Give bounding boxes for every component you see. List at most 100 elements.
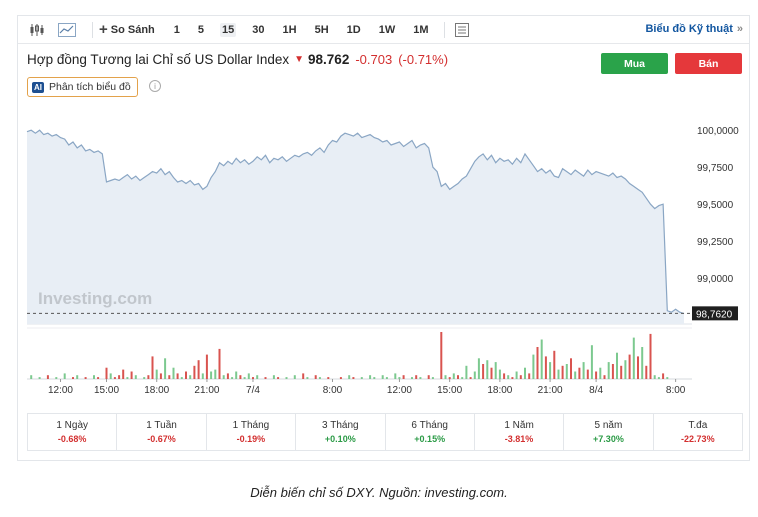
buy-button[interactable]: Mua — [601, 53, 668, 74]
performance-value: -3.81% — [504, 434, 534, 444]
volume-bar — [494, 362, 497, 379]
volume-bar — [222, 375, 225, 379]
volume-bar — [172, 367, 175, 379]
volume-bar — [498, 369, 501, 379]
volume-bar — [457, 375, 459, 379]
interval-1h[interactable]: 1H — [282, 23, 297, 36]
interval-5[interactable]: 5 — [197, 23, 205, 36]
volume-bar — [570, 358, 572, 379]
performance-cell[interactable]: 6 Tháng +0.15% — [386, 414, 475, 450]
x-tick-label: 7/4 — [246, 385, 260, 396]
volume-bar — [76, 375, 79, 379]
volume-bar — [431, 377, 434, 379]
interval-30[interactable]: 30 — [252, 23, 265, 36]
info-icon[interactable]: i — [149, 80, 161, 92]
sell-button[interactable]: Bán — [675, 53, 742, 74]
volume-bar — [302, 373, 305, 379]
volume-bar — [168, 375, 171, 379]
volume-bar — [38, 377, 41, 379]
interval-15[interactable]: 15 — [220, 22, 237, 37]
volume-bar — [55, 377, 58, 379]
x-tick-label: 15:00 — [94, 385, 119, 396]
technical-chart-link[interactable]: Biểu đồ Kỹ thuật» — [645, 23, 743, 35]
instrument-title: Hợp đồng Tương lai Chỉ số US Dollar Inde… — [27, 52, 290, 67]
chart-analysis-button[interactable]: AI Phân tích biểu đồ — [27, 77, 138, 97]
volume-bar — [402, 375, 405, 379]
x-tick-label: 18:00 — [487, 385, 512, 396]
volume-bar — [398, 377, 401, 379]
volume-bar — [113, 377, 116, 379]
volume-bar — [97, 377, 100, 379]
volume-bar — [461, 377, 464, 379]
performance-value: -0.67% — [147, 434, 176, 444]
volume-bar — [394, 373, 397, 379]
volume-bar — [352, 377, 355, 379]
interval-1[interactable]: 1 — [173, 23, 180, 36]
volume-bar — [243, 377, 246, 379]
last-price-badge — [692, 306, 738, 321]
volume-bar — [486, 360, 489, 379]
interval-1m[interactable]: 1M — [413, 23, 429, 36]
volume-bar — [557, 369, 560, 379]
table-view-icon[interactable] — [451, 20, 473, 40]
volume-bar — [666, 377, 669, 379]
x-tick-label: 21:00 — [194, 385, 219, 396]
volume-bar — [549, 362, 552, 379]
volume-bar — [482, 364, 485, 379]
volume-bar — [210, 371, 213, 379]
chart-toolbar: + So Sánh 1 5 15 30 1H 5H 1D 1W 1M Biểu … — [18, 16, 749, 44]
performance-cell[interactable]: 1 Tuần -0.67% — [117, 414, 207, 450]
down-arrow-icon: ▼ — [294, 54, 305, 65]
performance-cell[interactable]: 1 Tháng -0.19% — [207, 414, 297, 450]
performance-cell[interactable]: 5 năm +7.30% — [564, 414, 654, 450]
x-tick-label: 15:00 — [437, 385, 462, 396]
volume-bar — [373, 377, 376, 379]
interval-1d[interactable]: 1D — [346, 23, 361, 36]
volume-bar — [277, 377, 280, 379]
price-line — [26, 129, 685, 315]
volume-bar — [63, 373, 66, 379]
x-tick-label: 21:00 — [538, 385, 563, 396]
volume-bar — [189, 375, 192, 379]
figure-caption: Diễn biến chỉ số DXY. Nguồn: investing.c… — [250, 485, 508, 500]
volume-bar — [628, 354, 631, 379]
volume-bar — [427, 375, 430, 379]
volume-bar — [599, 367, 602, 379]
ai-badge: AI — [32, 81, 44, 93]
volume-bar — [134, 375, 137, 379]
volume-bar — [586, 369, 589, 379]
performance-cell[interactable]: 1 Năm -3.81% — [475, 414, 565, 450]
interval-1w[interactable]: 1W — [378, 23, 396, 36]
volume-bar — [653, 375, 656, 379]
interval-5h[interactable]: 5H — [314, 23, 329, 36]
area-chart-icon[interactable] — [56, 20, 78, 40]
volume-bar — [532, 354, 535, 379]
volume-bar — [473, 371, 476, 379]
candlestick-icon[interactable] — [26, 20, 48, 40]
volume-bar — [611, 364, 614, 379]
volume-bar — [314, 375, 317, 379]
performance-value: -0.19% — [236, 434, 266, 444]
compare-button[interactable]: + So Sánh — [99, 22, 155, 37]
volume-bar — [565, 364, 568, 379]
performance-cell[interactable]: 1 Ngày -0.68% — [28, 414, 118, 450]
volume-bar — [147, 375, 150, 379]
volume-bar — [624, 360, 627, 379]
last-price: 98.762 — [308, 52, 350, 67]
volume-bar — [84, 377, 87, 379]
performance-value: +0.10% — [324, 434, 356, 444]
volume-bar — [578, 367, 581, 379]
volume-bar — [595, 371, 598, 379]
volume-bar — [440, 332, 443, 379]
volume-bar — [193, 365, 196, 379]
volume-bar — [226, 373, 229, 379]
volume-bar — [318, 377, 321, 379]
performance-table: 1 Ngày -0.68% 1 Tuần -0.67% 1 Tháng -0.19% 3 T… — [27, 413, 743, 451]
volume-bar — [528, 373, 531, 379]
chart-widget: + So Sánh 1 5 15 30 1H 5H 1D 1W 1M Biểu … — [17, 15, 750, 461]
volume-bar — [477, 358, 480, 379]
performance-cell[interactable]: 3 Tháng +0.10% — [296, 414, 386, 450]
x-tick-label: 8:00 — [323, 385, 343, 396]
compare-label: So Sánh — [110, 23, 155, 36]
performance-cell[interactable]: T.đa -22.73% — [654, 414, 742, 450]
